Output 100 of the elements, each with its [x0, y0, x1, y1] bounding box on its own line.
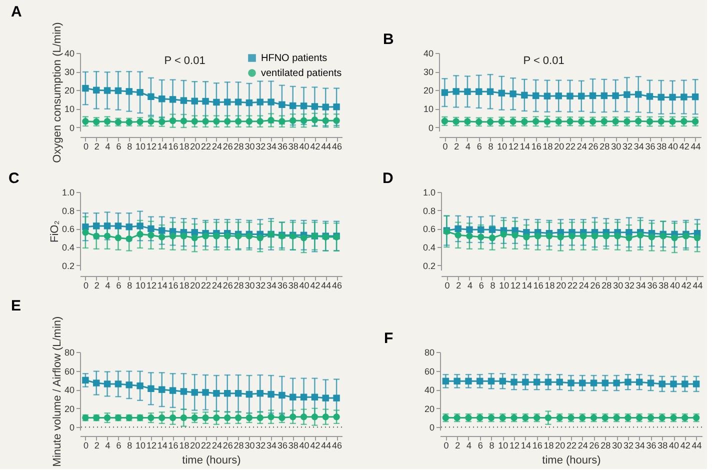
x-tick-label: 38 — [656, 142, 667, 152]
x-tick-label: 36 — [647, 280, 658, 290]
point — [158, 96, 166, 102]
point — [290, 117, 296, 124]
point — [213, 414, 220, 422]
chart-title: D — [382, 170, 394, 187]
x-tick-label: 4 — [105, 280, 110, 290]
y-tick-label: 0 — [428, 122, 434, 133]
x-tick-label: 4 — [467, 280, 472, 290]
point — [268, 98, 274, 106]
point — [670, 380, 677, 388]
x-tick-label: 18 — [544, 280, 555, 290]
point — [499, 378, 506, 384]
point — [522, 378, 529, 386]
x-tick-label: 40 — [299, 280, 310, 290]
point — [136, 382, 144, 390]
point — [246, 414, 253, 422]
x-axis-title: time (hours) — [182, 454, 241, 466]
point — [322, 104, 329, 110]
point — [452, 88, 460, 95]
point — [256, 234, 264, 242]
x-tick-label: 34 — [266, 280, 277, 290]
point — [300, 117, 308, 124]
point — [246, 390, 253, 398]
x-tick-label: 36 — [277, 142, 288, 152]
point — [268, 413, 274, 420]
annotation: P < 0.01 — [164, 55, 206, 67]
x-tick-label: 28 — [234, 142, 244, 152]
point — [333, 117, 340, 124]
point — [213, 232, 220, 240]
y-tick-label: 80 — [64, 348, 74, 358]
x-tick-label: 38 — [288, 142, 298, 152]
point — [82, 118, 89, 125]
x-tick-label: 28 — [234, 440, 244, 450]
y-tick-label: 40 — [424, 385, 434, 396]
point — [478, 226, 484, 233]
point — [246, 118, 253, 125]
x-tick-label: 36 — [646, 440, 656, 450]
x-tick-label: 18 — [542, 142, 553, 152]
point — [114, 222, 122, 230]
point — [278, 414, 286, 422]
point — [486, 88, 494, 95]
x-tick-label: 32 — [256, 142, 266, 152]
chart-title: F — [384, 330, 394, 347]
point — [636, 378, 643, 386]
point — [290, 413, 296, 420]
x-tick-label: 38 — [288, 280, 298, 290]
x-tick-label: 20 — [190, 440, 200, 450]
x-tick-label: 34 — [634, 142, 644, 152]
x-tick-label: 42 — [679, 142, 690, 152]
point — [532, 92, 540, 100]
y-tick-label: 60 — [424, 366, 434, 376]
point — [158, 234, 166, 240]
point — [680, 94, 688, 100]
y-axis-title: FiO₂ — [48, 220, 61, 242]
point — [658, 380, 666, 388]
point — [290, 102, 296, 110]
x-tick-label: 0 — [83, 440, 88, 450]
x-tick-label: 24 — [212, 280, 222, 290]
x-tick-label: 16 — [531, 142, 542, 152]
point — [544, 414, 552, 422]
point — [114, 87, 122, 94]
y-tick-label: 0.2 — [422, 260, 436, 271]
point — [148, 232, 154, 238]
y-tick-label: 0.6 — [422, 224, 436, 234]
point — [104, 222, 111, 230]
point — [322, 413, 329, 420]
point — [126, 235, 132, 242]
x-tick-label: 26 — [222, 440, 233, 450]
x-tick-label: 16 — [168, 440, 178, 450]
x-axis-title: time (hours) — [542, 454, 601, 466]
x-tick-label: 6 — [116, 440, 122, 450]
point — [694, 234, 701, 242]
point — [180, 388, 188, 395]
point — [669, 118, 676, 125]
point — [521, 92, 528, 99]
annotation: P < 0.01 — [523, 55, 564, 67]
point — [158, 227, 166, 234]
y-tick-label: 40 — [423, 48, 434, 58]
point — [680, 118, 688, 125]
point — [148, 225, 154, 232]
x-tick-label: 40 — [299, 440, 310, 450]
x-tick-label: 22 — [565, 142, 576, 152]
point — [488, 234, 496, 242]
x-tick-label: 10 — [136, 440, 146, 450]
point — [658, 94, 664, 101]
x-tick-label: 12 — [146, 280, 156, 290]
x-tick-label: 46 — [332, 280, 342, 290]
point — [169, 414, 176, 422]
point — [300, 234, 308, 242]
x-tick-label: 24 — [576, 142, 587, 152]
point — [534, 232, 542, 240]
point — [158, 386, 166, 393]
x-tick-label: 16 — [533, 280, 544, 290]
x-tick-label: 18 — [179, 280, 190, 290]
point — [82, 84, 89, 92]
point — [311, 103, 318, 110]
point — [624, 378, 632, 386]
point — [523, 234, 530, 240]
y-tick-label: 20 — [423, 86, 434, 96]
